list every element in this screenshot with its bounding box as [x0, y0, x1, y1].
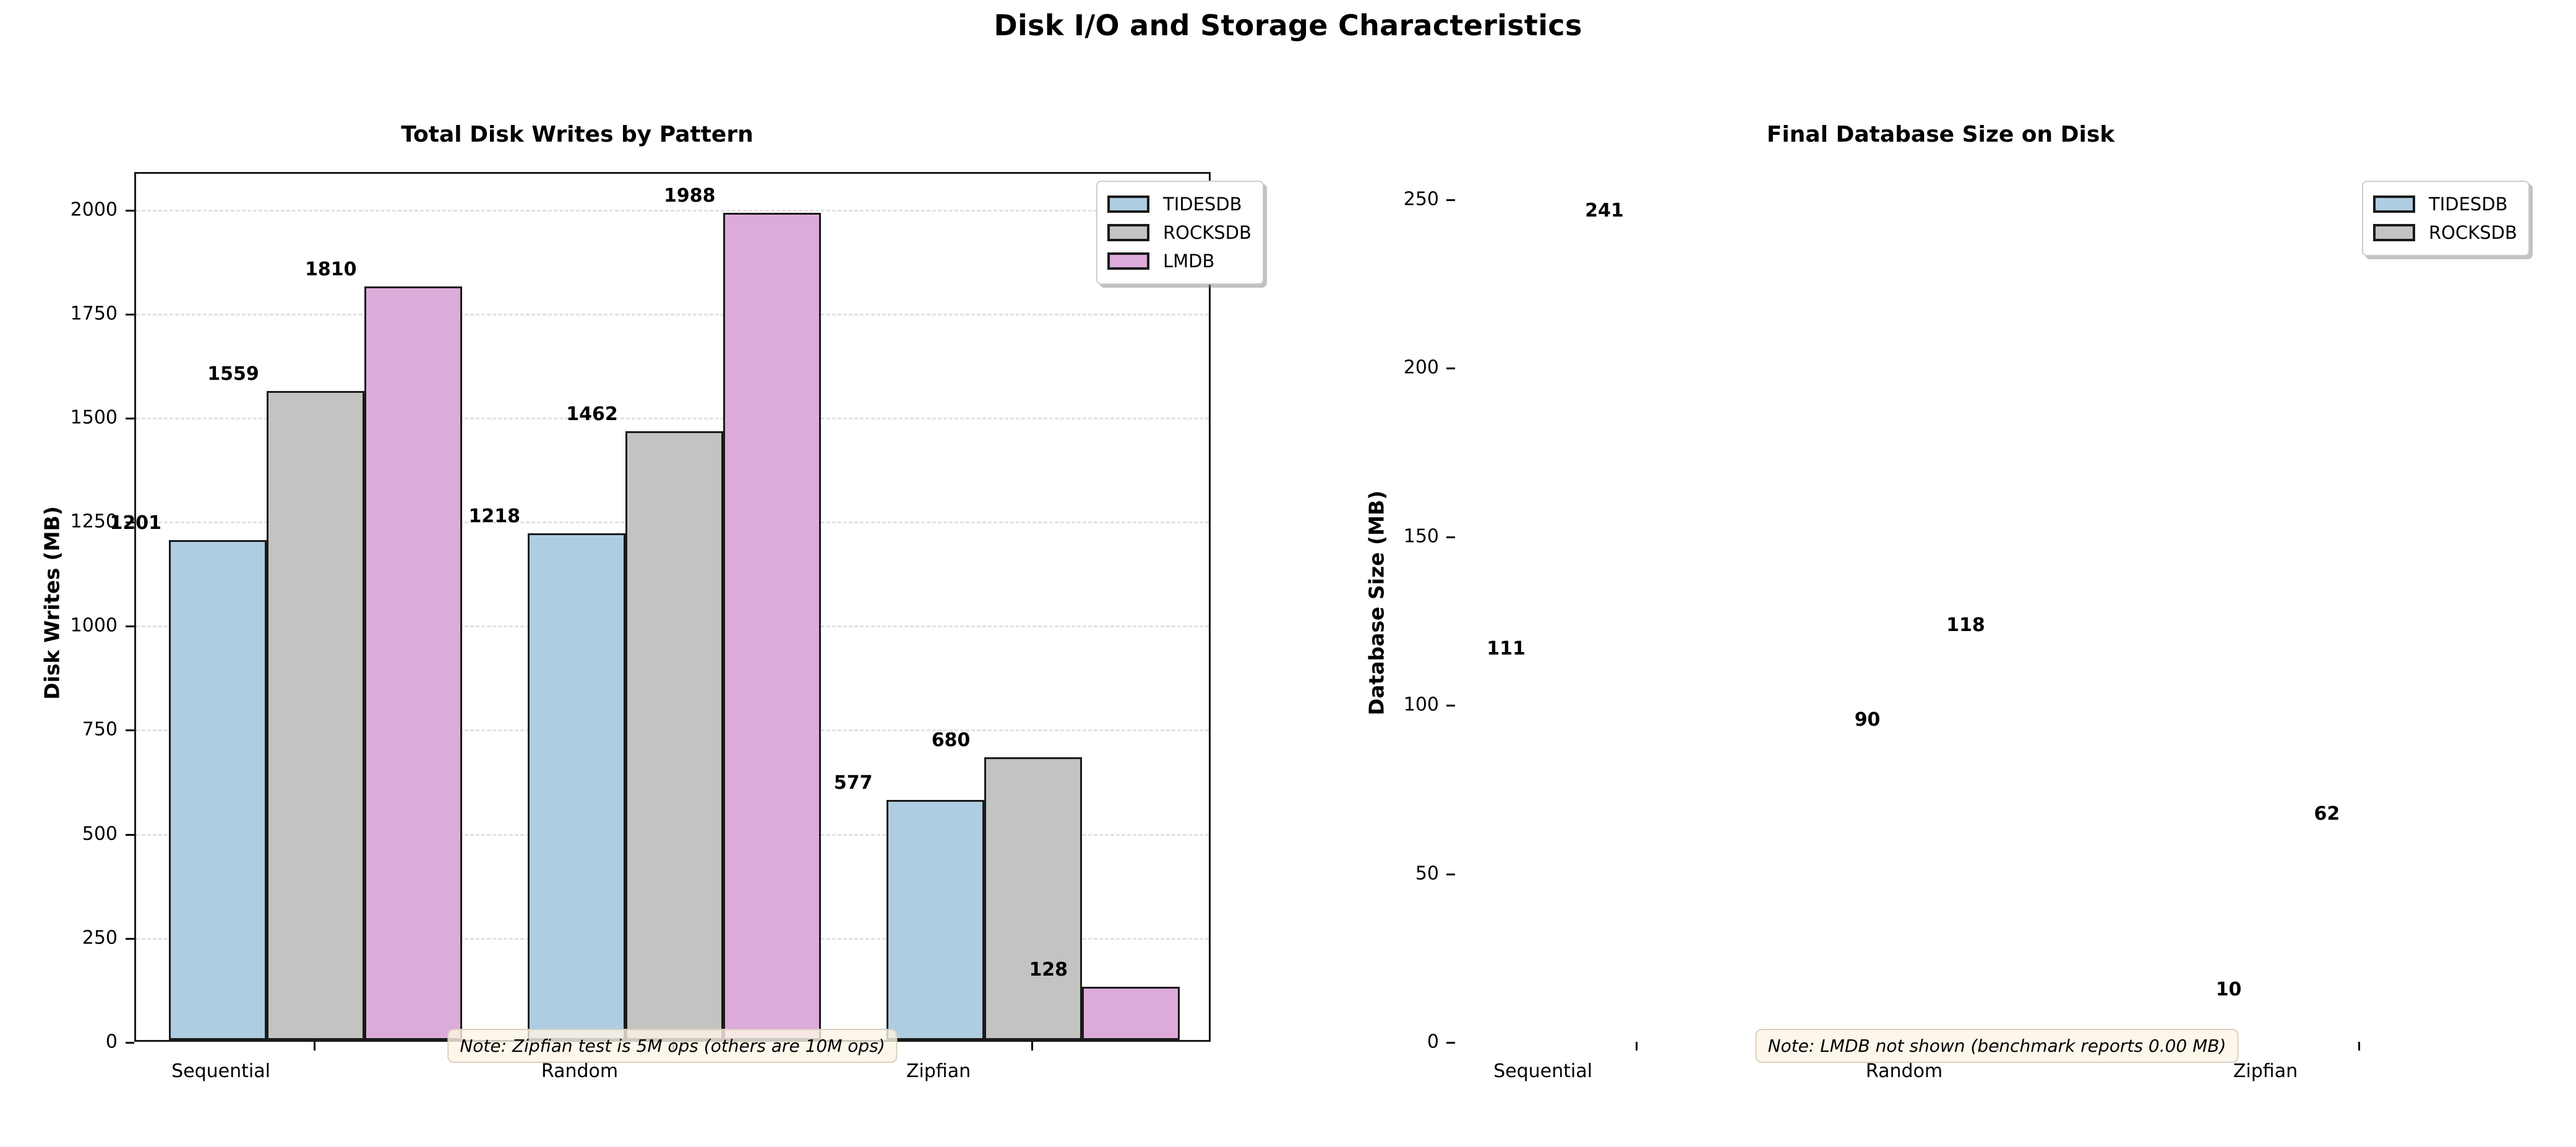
legend-swatch-icon [1107, 252, 1149, 270]
bar-value-label: 1201 [109, 512, 161, 535]
bar-value-label: 1559 [207, 363, 259, 385]
gridline [136, 209, 1209, 212]
bar-value-label: 680 [931, 729, 971, 751]
bar-disk-writes-sequential-lmdb[interactable] [364, 286, 462, 1040]
bar-disk-writes-sequential-tidesdb[interactable] [169, 540, 267, 1040]
y-axis-tick-mark [126, 1042, 134, 1044]
bar-disk-writes-zipfian-rocksdb[interactable] [984, 757, 1082, 1040]
legend-label: TIDESDB [1163, 194, 1242, 215]
annotation-note-zipfian-ops: Note: Zipfian test is 5M ops (others are… [447, 1029, 898, 1063]
y-axis-tick-label: 50 [1415, 862, 1439, 885]
y-axis-tick-mark [126, 417, 134, 419]
x-axis-tick-mark [1031, 1042, 1033, 1050]
bar-value-label: 577 [833, 771, 873, 794]
y-axis-tick-mark [1446, 1042, 1455, 1044]
y-axis-tick-label: 200 [1403, 356, 1439, 379]
figure-title: Disk I/O and Storage Characteristics [994, 9, 1582, 42]
legend-swatch-icon [2373, 195, 2415, 213]
x-axis-tick-label-sequential: Sequential [171, 1060, 270, 1082]
bar-disk-writes-zipfian-tidesdb[interactable] [887, 799, 985, 1040]
bar-value-label: 128 [1029, 958, 1068, 981]
x-axis-tick-label-sequential: Sequential [1493, 1060, 1592, 1082]
legend-item-tidesdb[interactable]: TIDESDB [2373, 190, 2517, 218]
y-axis-tick-label: 150 [1403, 525, 1439, 548]
y-axis-tick-mark [1446, 536, 1455, 538]
x-axis-tick-mark [314, 1042, 316, 1050]
y-axis-tick-label: 100 [1403, 694, 1439, 716]
x-axis-tick-mark [1636, 1042, 1638, 1050]
chart-title-disk-writes: Total Disk Writes by Pattern [401, 122, 753, 147]
y-axis-tick-mark [126, 313, 134, 316]
bar-value-label: 90 [1854, 708, 1881, 731]
y-axis-tick-mark [126, 729, 134, 732]
legend-item-lmdb[interactable]: LMDB [1107, 247, 1252, 275]
bar-disk-writes-random-lmdb[interactable] [723, 212, 821, 1040]
legend-disk-writes[interactable]: TIDESDB ROCKSDB LMDB [1096, 181, 1264, 285]
bar-value-label: 241 [1585, 199, 1624, 221]
bar-value-label: 1218 [468, 505, 520, 527]
y-axis-tick-label: 250 [1403, 188, 1439, 210]
bar-disk-writes-zipfian-lmdb[interactable] [1081, 986, 1180, 1040]
plot-area-disk-writes [134, 172, 1211, 1042]
bar-value-label: 62 [2314, 803, 2340, 825]
legend-item-tidesdb[interactable]: TIDESDB [1107, 190, 1252, 218]
y-axis-tick-mark [126, 937, 134, 940]
y-axis-tick-label: 750 [82, 718, 118, 741]
bar-value-label: 111 [1487, 638, 1526, 660]
x-axis-tick-label-zipfian: Zipfian [906, 1060, 971, 1082]
bar-disk-writes-random-tidesdb[interactable] [528, 533, 626, 1040]
chart-panel-db-size: Final Database Size on Disk [1288, 0, 2576, 1147]
x-axis-tick-label-zipfian: Zipfian [2233, 1060, 2298, 1082]
y-axis-tick-mark [1446, 199, 1455, 201]
legend-label: TIDESDB [2429, 194, 2508, 215]
legend-swatch-icon [1107, 195, 1149, 213]
y-axis-label-db-size: Database Size (MB) [1364, 490, 1389, 716]
bar-value-label: 10 [2215, 978, 2242, 1000]
bar-disk-writes-sequential-rocksdb[interactable] [267, 391, 364, 1040]
y-axis-tick-mark [126, 522, 134, 524]
bar-disk-writes-random-rocksdb[interactable] [625, 431, 723, 1040]
y-axis-tick-label: 250 [82, 927, 118, 949]
legend-swatch-icon [1107, 224, 1149, 241]
legend-label: ROCKSDB [2429, 222, 2517, 243]
x-axis-tick-mark [2358, 1042, 2360, 1050]
y-axis-tick-label: 1500 [70, 406, 118, 429]
bar-value-label: 1988 [664, 184, 716, 207]
y-axis-tick-label: 1250 [70, 510, 118, 533]
chart-panel-disk-writes: Total Disk Writes by Pattern [134, 122, 1211, 1042]
bar-value-label: 118 [1946, 614, 1985, 636]
gridline [136, 313, 1209, 316]
legend-label: LMDB [1163, 251, 1215, 272]
legend-swatch-icon [2373, 224, 2415, 241]
y-axis-tick-label: 0 [105, 1031, 118, 1053]
y-axis-tick-mark [126, 209, 134, 212]
x-axis-tick-label-random: Random [541, 1060, 619, 1082]
legend-item-rocksdb[interactable]: ROCKSDB [2373, 218, 2517, 247]
annotation-note-lmdb-missing: Note: LMDB not shown (benchmark reports … [1755, 1029, 2239, 1063]
y-axis-tick-label: 2000 [70, 199, 118, 221]
y-axis-tick-mark [1446, 873, 1455, 875]
bar-value-label: 1462 [566, 403, 618, 426]
chart-title-db-size: Final Database Size on Disk [1766, 122, 2115, 147]
y-axis-tick-label: 500 [82, 823, 118, 845]
y-axis-tick-mark [126, 625, 134, 628]
y-axis-tick-label: 1750 [70, 303, 118, 325]
bar-value-label: 1810 [305, 259, 357, 281]
legend-db-size[interactable]: TIDESDB ROCKSDB [2362, 181, 2530, 256]
y-axis-tick-mark [1446, 367, 1455, 370]
legend-item-rocksdb[interactable]: ROCKSDB [1107, 218, 1252, 247]
y-axis-tick-label: 1000 [70, 614, 118, 637]
y-axis-tick-mark [1446, 705, 1455, 707]
y-axis-tick-mark [126, 833, 134, 836]
legend-label: ROCKSDB [1163, 222, 1252, 243]
y-axis-tick-label: 0 [1427, 1031, 1439, 1053]
gridline [136, 417, 1209, 419]
x-axis-tick-label-random: Random [1865, 1060, 1943, 1082]
